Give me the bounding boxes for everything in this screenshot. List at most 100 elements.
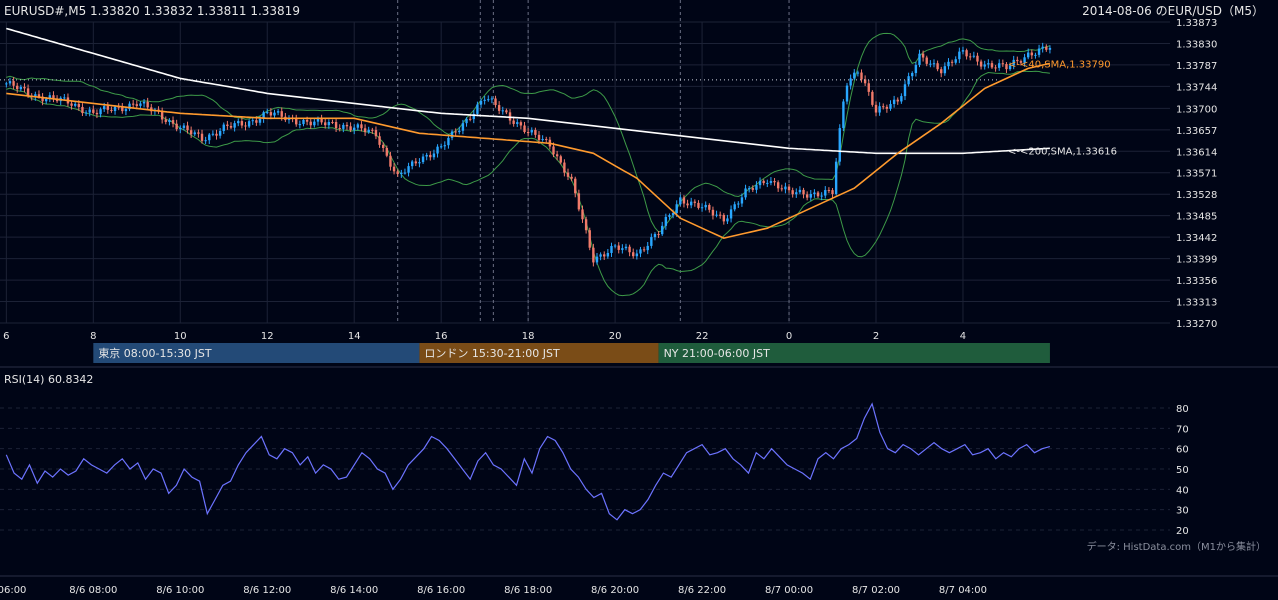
candle-body xyxy=(903,84,907,97)
price-tick-label: 1.33313 xyxy=(1176,298,1217,309)
candle-body xyxy=(737,203,740,205)
candle-body xyxy=(849,78,852,86)
candle-body xyxy=(791,190,794,195)
rsi-axis: 80 70 60 50 40 30 20 xyxy=(1176,404,1189,537)
symbol-quote-line: EURUSD#,M5 1.33820 1.33832 1.33811 1.338… xyxy=(4,4,300,18)
candle-body xyxy=(979,61,983,67)
candle-body xyxy=(461,123,465,131)
candle-body xyxy=(16,85,19,90)
candle-body xyxy=(555,154,559,157)
candle-body xyxy=(313,121,316,126)
candle-body xyxy=(334,122,338,129)
candle-body xyxy=(889,104,892,109)
candle-body xyxy=(121,106,124,112)
candle-body xyxy=(113,106,117,111)
candle-body xyxy=(367,129,370,133)
candle-body xyxy=(526,132,530,134)
candle-body xyxy=(273,112,276,116)
candle-body xyxy=(1008,65,1012,70)
price-tick-label: 1.33787 xyxy=(1176,61,1217,72)
candle-body xyxy=(99,109,102,115)
candle-body xyxy=(26,88,30,96)
candle-body xyxy=(385,147,389,156)
candle-body xyxy=(932,63,936,65)
candle-body xyxy=(776,182,780,189)
hour-tick-label: 22 xyxy=(696,331,709,342)
candle-body xyxy=(222,124,225,131)
candle-body xyxy=(780,188,783,190)
candle-body xyxy=(255,120,258,123)
time-axis: 06:00 8/6 08:00 8/6 10:00 8/6 12:00 8/6 14:0… xyxy=(0,585,987,596)
candle-body xyxy=(280,111,283,117)
session-bar xyxy=(93,343,420,363)
candle-body xyxy=(987,63,990,65)
candle-body xyxy=(327,121,331,126)
candle-body xyxy=(439,146,443,148)
candle-body xyxy=(842,101,845,129)
candle-body xyxy=(867,83,870,92)
candle-body xyxy=(218,130,222,136)
candle-body xyxy=(168,120,171,122)
hour-tick-label: 6 xyxy=(3,331,9,342)
candle-body xyxy=(251,120,254,122)
candle-body xyxy=(8,81,12,84)
candle-body xyxy=(863,79,867,84)
candle-body xyxy=(171,120,175,124)
candle-body xyxy=(700,207,704,209)
candle-body xyxy=(186,125,189,131)
candle-body xyxy=(400,172,403,175)
candle-body xyxy=(73,103,77,106)
hour-tick-label: 12 xyxy=(261,331,274,342)
candle-body xyxy=(918,53,921,65)
indicator-label: <-<40,SMA,1.33790 xyxy=(1008,59,1111,70)
time-tick-label: 8/6 22:00 xyxy=(678,585,726,596)
candle-body xyxy=(1037,48,1041,55)
hour-axis: 6 8 10 12 14 16 18 20 22 0 2 4 xyxy=(3,331,966,342)
candle-body xyxy=(258,118,262,123)
session-label: 東京 08:00-15:30 JST xyxy=(98,346,212,360)
time-tick-label: 8/7 00:00 xyxy=(765,585,813,596)
candle-body xyxy=(990,63,994,68)
candle-body xyxy=(320,118,323,123)
candle-body xyxy=(110,109,113,111)
candle-body xyxy=(1001,63,1005,65)
candle-body xyxy=(813,192,816,194)
price-grid xyxy=(0,21,1170,324)
candle-body xyxy=(410,161,414,167)
rsi-tick-label: 80 xyxy=(1176,404,1189,415)
candle-body xyxy=(592,247,595,263)
candle-body xyxy=(632,252,635,257)
candle-body xyxy=(146,101,149,108)
candle-body xyxy=(892,99,896,105)
candle-body xyxy=(1023,57,1026,63)
candle-body xyxy=(360,124,363,129)
candle-body xyxy=(269,112,273,116)
candle-body xyxy=(834,161,838,195)
candle-body xyxy=(805,194,809,198)
candle-body xyxy=(874,104,878,113)
candle-body xyxy=(447,137,450,146)
candle-body xyxy=(215,133,218,136)
candle-body xyxy=(921,53,925,58)
candle-body xyxy=(458,130,461,133)
candle-body xyxy=(965,50,968,57)
candle-body xyxy=(642,249,646,251)
time-tick-label: 8/6 10:00 xyxy=(156,585,204,596)
candle-body xyxy=(266,112,269,114)
candle-body xyxy=(936,63,939,70)
candle-body xyxy=(610,246,613,253)
candle-body xyxy=(1045,46,1048,50)
time-tick-label: 8/6 18:00 xyxy=(504,585,552,596)
candle-body xyxy=(947,61,950,67)
candle-body xyxy=(276,111,280,113)
candle-body xyxy=(392,166,396,172)
candle-body xyxy=(711,209,715,216)
candle-body xyxy=(925,57,928,64)
candle-body xyxy=(671,213,675,216)
candle-body xyxy=(853,72,856,79)
hour-tick-label: 4 xyxy=(960,331,966,342)
candle-body xyxy=(353,127,356,131)
candle-body xyxy=(860,72,863,80)
indicator-labels: <-<40,SMA,1.33790 <-<200,SMA,1.33616 xyxy=(1008,59,1117,157)
time-tick-label: 8/6 14:00 xyxy=(330,585,378,596)
